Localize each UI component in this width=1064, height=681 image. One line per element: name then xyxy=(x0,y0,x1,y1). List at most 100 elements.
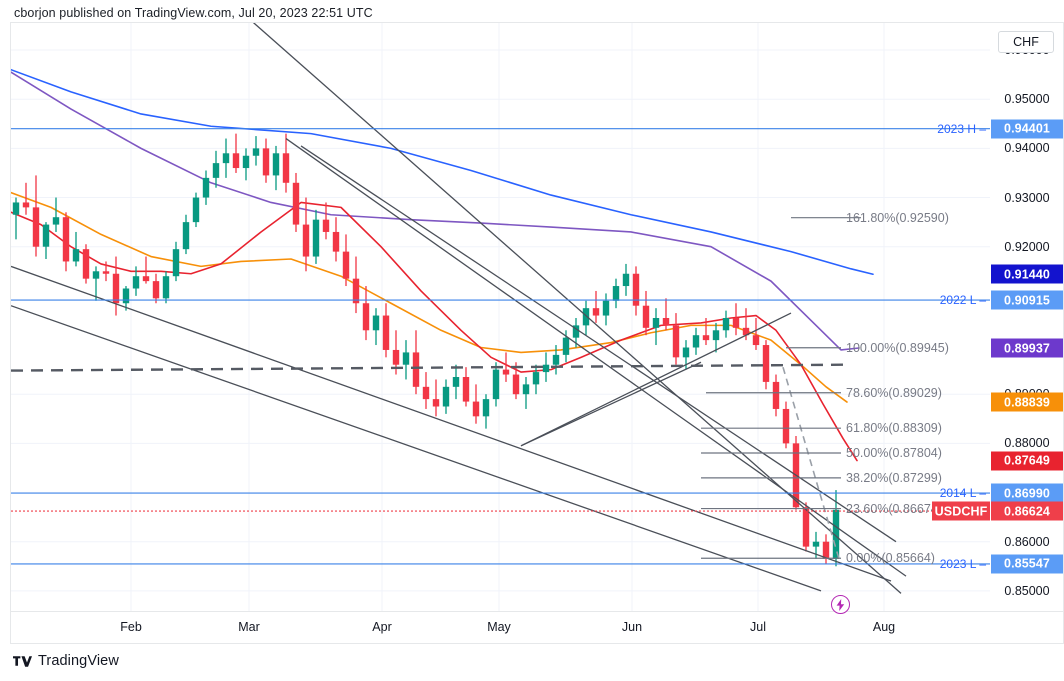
candle-body xyxy=(802,507,810,547)
candle-body xyxy=(462,377,470,402)
candle-body xyxy=(242,155,250,169)
candle-body xyxy=(432,399,440,407)
candle-body xyxy=(362,303,370,331)
candle-body xyxy=(742,327,750,336)
price-axis[interactable]: 0.960000.950000.940000.930000.920000.890… xyxy=(932,22,1064,612)
fib-level-label: 0.00%(0.85664) xyxy=(846,551,935,566)
candle-body xyxy=(222,153,230,164)
candle-body xyxy=(72,249,80,262)
currency-badge[interactable]: CHF xyxy=(998,31,1054,53)
candle-body xyxy=(112,273,120,304)
time-tick-label-aug: Aug xyxy=(872,620,896,634)
candle-body xyxy=(22,202,30,208)
candle-body xyxy=(132,276,140,289)
candle-body xyxy=(642,305,650,328)
fib-level-label: 61.80%(0.88309) xyxy=(846,421,942,436)
time-tick-label-may: May xyxy=(487,620,511,634)
candle-body xyxy=(522,384,530,395)
descending-upper-channel xyxy=(285,138,907,577)
price-tick-label: 0.85000 xyxy=(1004,583,1050,598)
candle-body xyxy=(262,148,270,176)
ma-red-line xyxy=(11,201,858,462)
candle-body xyxy=(252,148,260,156)
price-pill-year-low-2023[interactable]: 0.85547 xyxy=(991,554,1063,574)
price-tick-label: 0.88000 xyxy=(1004,436,1050,451)
descending-mid-channel xyxy=(300,145,897,543)
candle-body xyxy=(272,153,280,176)
candle-body xyxy=(202,177,210,198)
fib-level-label: 161.80%(0.92590) xyxy=(846,210,949,225)
candle-body xyxy=(352,278,360,304)
dashed-projection xyxy=(782,366,840,560)
candle-body xyxy=(382,315,390,350)
price-pill-year-high-2023[interactable]: 0.94401 xyxy=(991,119,1063,139)
ascending-support xyxy=(520,312,792,447)
candle-body xyxy=(782,408,790,444)
bolt-glyph xyxy=(836,598,845,611)
candle-body xyxy=(502,369,510,375)
candle-body xyxy=(402,352,410,365)
candle-body xyxy=(392,349,400,365)
price-tick-label: 0.92000 xyxy=(1004,239,1050,254)
candle-body xyxy=(472,401,480,417)
tradingview-logo-icon xyxy=(13,655,32,667)
candle-body xyxy=(302,224,310,257)
candle-body xyxy=(182,222,190,250)
candle-body xyxy=(422,386,430,400)
candle-body xyxy=(812,541,820,547)
candle-body xyxy=(582,308,590,326)
candle-body xyxy=(732,318,740,328)
long-term-downtrend xyxy=(252,23,902,594)
candle-body xyxy=(622,273,630,287)
lightning-bolt-icon[interactable] xyxy=(831,595,850,614)
candle-body xyxy=(52,217,60,225)
candle-body xyxy=(172,249,180,277)
price-tick-label: 0.94000 xyxy=(1004,141,1050,156)
chart-plot-area[interactable]: 161.80%(0.92590) 100.00%(0.89945) 78.60%(0… xyxy=(10,22,990,612)
time-tick-label-mar: Mar xyxy=(238,620,260,634)
candle-body xyxy=(322,219,330,232)
price-pill-ma-orange[interactable]: 0.88839 xyxy=(991,392,1063,412)
time-tick-label-feb: Feb xyxy=(120,620,142,634)
candle-body xyxy=(662,318,670,326)
fib-level-label: 78.60%(0.89029) xyxy=(846,385,942,400)
time-tick-label-jul: Jul xyxy=(750,620,766,634)
candle-body xyxy=(312,219,320,257)
key-level-label-2022-l: 2022 L – xyxy=(939,293,986,308)
candle-body xyxy=(232,153,240,169)
key-level-label-2023-h: 2023 H – xyxy=(937,121,986,136)
candle-body xyxy=(772,381,780,409)
price-pill-last-price[interactable]: 0.86624 xyxy=(991,501,1063,521)
candle-body xyxy=(592,308,600,316)
candle-body xyxy=(542,364,550,373)
candle-body xyxy=(602,300,610,316)
candle-body xyxy=(552,354,560,365)
descending-lower-channel xyxy=(11,265,892,582)
candle-body xyxy=(292,182,300,225)
candle-body xyxy=(632,273,640,306)
time-axis[interactable]: Feb Mar Apr May Jun Jul Aug xyxy=(10,612,1064,644)
candle-body xyxy=(412,352,420,387)
candle-body xyxy=(82,249,90,279)
price-tick-label: 0.93000 xyxy=(1004,190,1050,205)
time-tick-label-apr: Apr xyxy=(372,620,392,634)
candle-body xyxy=(832,509,840,559)
candle-body xyxy=(102,271,110,274)
fib-level-label: 50.00%(0.87804) xyxy=(846,446,942,460)
dashed-horizontal-level xyxy=(11,363,847,372)
ascending-support-inner xyxy=(520,361,702,447)
price-pill-ma-upper[interactable]: 0.91440 xyxy=(991,264,1063,284)
candle-body xyxy=(12,202,20,215)
price-pill-ma-purple[interactable]: 0.89937 xyxy=(991,338,1063,358)
candle-body xyxy=(372,315,380,331)
price-pill-ma-red[interactable]: 0.87649 xyxy=(991,451,1063,471)
price-pill-year-low-2022[interactable]: 0.90915 xyxy=(991,290,1063,310)
fib-level-label: 38.20%(0.87299) xyxy=(846,470,942,485)
candle-body xyxy=(192,197,200,223)
candle-body xyxy=(32,207,40,247)
candle-body xyxy=(752,335,760,346)
ticker-label[interactable]: USDCHF xyxy=(932,501,990,521)
price-pill-year-low-2014[interactable]: 0.86990 xyxy=(991,483,1063,503)
ma-blue-line xyxy=(11,68,874,276)
